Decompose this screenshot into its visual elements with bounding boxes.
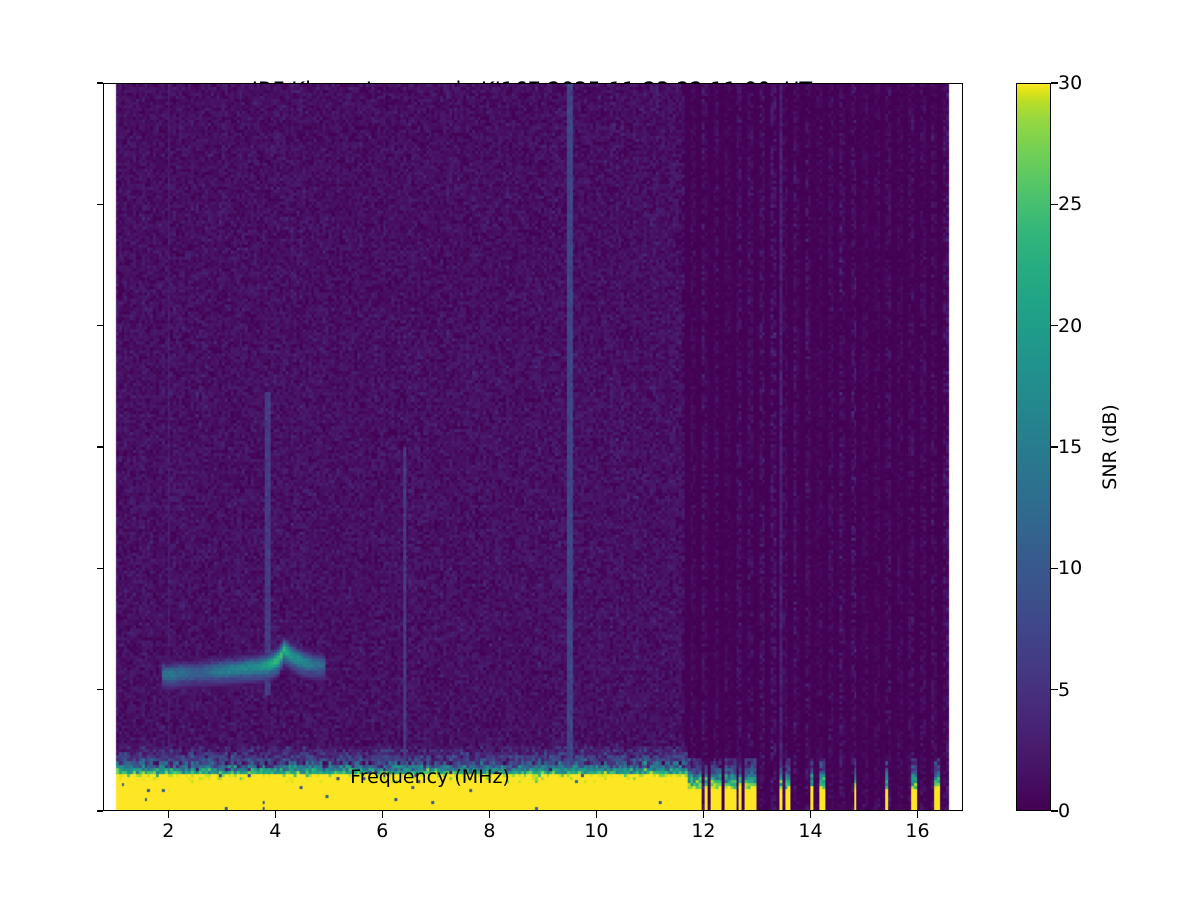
y-tick-mark-200 — [96, 567, 103, 569]
x-tick-mark-2 — [167, 811, 169, 818]
x-tick-mark-16 — [916, 811, 919, 818]
y-tick-mark-600 — [96, 82, 103, 84]
colorbar-label: SNR (dB) — [1099, 404, 1121, 490]
colorbar[interactable] — [1016, 83, 1051, 811]
x-tick-label-4: 4 — [269, 820, 282, 842]
colorbar-tick-label-10: 10 — [1058, 557, 1083, 580]
ionogram-heatmap — [104, 84, 962, 810]
x-tick-mark-4 — [274, 811, 276, 818]
colorbar-tick-label-30: 30 — [1058, 72, 1083, 94]
x-tick-label-8: 8 — [483, 820, 496, 842]
colorbar-tick-mark-15 — [1051, 446, 1058, 448]
x-tick-label-2: 2 — [162, 820, 175, 842]
colorbar-tick-mark-0 — [1051, 810, 1058, 812]
x-tick-label-12: 12 — [691, 820, 716, 842]
x-tick-mark-8 — [488, 811, 491, 818]
colorbar-tick-mark-5 — [1051, 689, 1058, 691]
y-tick-mark-300 — [96, 446, 103, 448]
x-tick-mark-14 — [809, 811, 812, 818]
y-tick-mark-400 — [96, 325, 103, 327]
x-tick-label-6: 6 — [376, 820, 389, 842]
x-tick-label-14: 14 — [798, 820, 823, 842]
colorbar-tick-label-20: 20 — [1058, 314, 1083, 337]
colorbar-tick-label-15: 15 — [1058, 436, 1083, 458]
colorbar-tick-mark-25 — [1051, 203, 1058, 205]
y-tick-mark-500 — [96, 203, 103, 205]
colorbar-tick-label-0: 0 — [1058, 800, 1071, 822]
x-tick-mark-10 — [595, 811, 598, 818]
x-tick-label-16: 16 — [905, 820, 930, 842]
x-tick-mark-6 — [381, 811, 383, 818]
colorbar-tick-mark-20 — [1051, 325, 1058, 327]
colorbar-tick-mark-30 — [1051, 82, 1058, 84]
colorbar-tick-label-25: 25 — [1058, 193, 1083, 216]
x-tick-label-10: 10 — [584, 820, 609, 842]
x-axis-label: Frequency (MHz) — [350, 766, 510, 788]
colorbar-tick-mark-10 — [1051, 567, 1058, 569]
x-tick-mark-12 — [702, 811, 705, 818]
ionogram-axes[interactable] — [103, 83, 963, 811]
y-tick-mark-100 — [96, 689, 103, 691]
y-tick-mark-0 — [96, 810, 103, 812]
colorbar-tick-label-5: 5 — [1058, 678, 1071, 701]
